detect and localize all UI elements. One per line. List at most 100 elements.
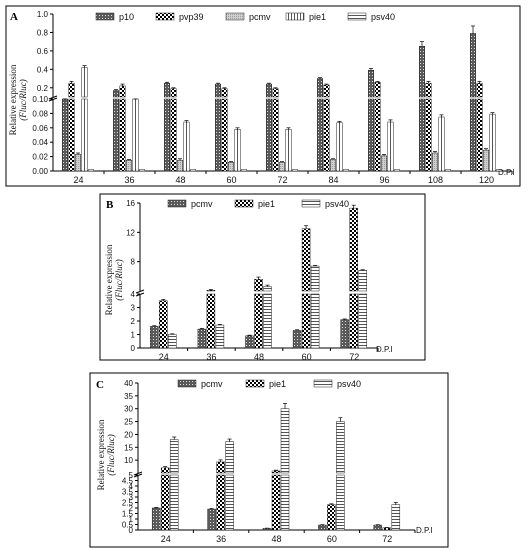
- y-tick-label: 3.5: [122, 488, 134, 497]
- y-tick-label: 1.0: [37, 10, 49, 19]
- bar-pie1: [234, 128, 241, 172]
- bar-p10: [368, 98, 374, 172]
- legend-swatch: [167, 199, 187, 208]
- bar-pie1: [254, 293, 263, 349]
- bar-psv40: [263, 286, 272, 292]
- y-tick-label: 1: [131, 331, 136, 340]
- y-tick-label: 0.02: [32, 153, 48, 162]
- x-tick-label: 72: [382, 534, 392, 544]
- y-axis-unit-label: (Fluc/Rluc): [18, 79, 28, 120]
- bar-p10: [266, 83, 272, 98]
- y-tick-label: 0.4: [37, 65, 49, 74]
- bar-pie1: [349, 207, 358, 292]
- bar-pvp39: [119, 98, 126, 172]
- bar-psv40: [343, 169, 349, 172]
- bar-p10: [113, 98, 119, 172]
- y-tick-label: 2: [131, 317, 136, 326]
- bar-pie1: [160, 474, 170, 531]
- y-tick-label: 0.08: [32, 109, 48, 118]
- bar-psv40: [310, 293, 320, 349]
- y-tick-label: 15: [124, 443, 133, 452]
- bar-pie1: [81, 67, 88, 98]
- bar-pie1: [271, 474, 281, 531]
- chart-panel-a: A Relative expression (Fluc/Rluc) 0.00 0.02 0…: [8, 10, 515, 185]
- bar-pvp39: [323, 98, 330, 172]
- y-axis-unit-label: (Fluc/Rluc): [106, 434, 116, 475]
- bar-psv40: [445, 169, 451, 172]
- bar-pie1: [216, 461, 225, 474]
- bar-pie1: [271, 470, 281, 474]
- x-axis-unit: D.P.I: [416, 526, 433, 535]
- bar-pie1: [206, 293, 216, 349]
- y-tick-label: 4: [131, 290, 136, 299]
- y-tick-label: 8: [131, 258, 136, 267]
- legend-label: pvp39: [179, 12, 204, 22]
- legend-swatch: [234, 199, 254, 208]
- bar-pie1: [387, 121, 394, 172]
- bar-psv40: [190, 169, 196, 172]
- bar-pcmv: [228, 162, 234, 172]
- y-axis-label: Relative expression: [104, 244, 114, 315]
- bar-psv40: [336, 474, 345, 531]
- bar-pvp39: [476, 82, 483, 98]
- legend-label: pie1: [258, 199, 275, 209]
- y-tick-label: 0.5: [122, 521, 134, 530]
- y-tick-label: 0: [131, 344, 136, 353]
- y-axis-label: Relative expression: [96, 419, 106, 490]
- bar-pcmv: [318, 524, 327, 531]
- legend-label: psv40: [325, 199, 349, 209]
- bar-pie1: [216, 474, 225, 531]
- legend-swatch: [225, 12, 245, 21]
- bar-pie1: [132, 98, 139, 172]
- bar-psv40: [292, 169, 298, 172]
- y-tick-label: 35: [124, 392, 133, 401]
- legend-label: pcmv: [249, 12, 271, 22]
- bar-psv40: [280, 474, 290, 531]
- bar-pcmv: [207, 508, 216, 531]
- bar-pvp39: [323, 84, 330, 98]
- bar-p10: [368, 70, 374, 98]
- legend-swatch: [313, 379, 333, 388]
- bar-pcmv: [245, 335, 254, 349]
- bar-pvp39: [221, 98, 228, 172]
- bar-pcmv: [381, 155, 387, 172]
- x-tick-label: 48: [175, 175, 185, 185]
- x-tick-label: 96: [379, 175, 389, 185]
- bar-p10: [470, 33, 476, 98]
- y-tick-label: 25: [124, 418, 133, 427]
- bar-pvp39: [476, 98, 483, 172]
- legend-label: pie1: [269, 379, 286, 389]
- bar-pie1: [301, 228, 311, 292]
- bar-psv40: [391, 504, 401, 531]
- bar-psv40: [358, 270, 367, 292]
- y-tick-label: 10: [124, 456, 133, 465]
- panel-label: B: [106, 199, 114, 211]
- x-tick-label: 60: [226, 175, 236, 185]
- bar-pie1: [349, 293, 358, 349]
- legend-label: psv40: [371, 12, 395, 22]
- bar-pie1: [206, 290, 216, 292]
- y-tick-label: 0.2: [37, 84, 49, 93]
- bar-psv40: [225, 441, 234, 474]
- bar-pie1: [438, 116, 445, 172]
- bar-pie1: [81, 98, 88, 172]
- y-tick-label: 16: [126, 199, 135, 208]
- bar-psv40: [358, 293, 367, 349]
- x-tick-label: 24: [159, 352, 169, 362]
- bar-psv40: [169, 474, 179, 531]
- bar-pcmv: [483, 149, 489, 172]
- y-tick-label: 1: [129, 515, 134, 524]
- x-tick-label: 60: [302, 352, 312, 362]
- bar-pvp39: [272, 98, 279, 172]
- bar-pcmv: [340, 319, 349, 349]
- bar-pvp39: [170, 88, 177, 98]
- x-axis-unit: D.P.I: [376, 345, 393, 354]
- bar-p10: [470, 98, 476, 172]
- legend-label: p10: [119, 12, 134, 22]
- bar-psv40: [336, 421, 345, 474]
- y-axis-unit-label: (Fluc/Rluc): [114, 259, 124, 300]
- bar-pcmv: [262, 528, 272, 531]
